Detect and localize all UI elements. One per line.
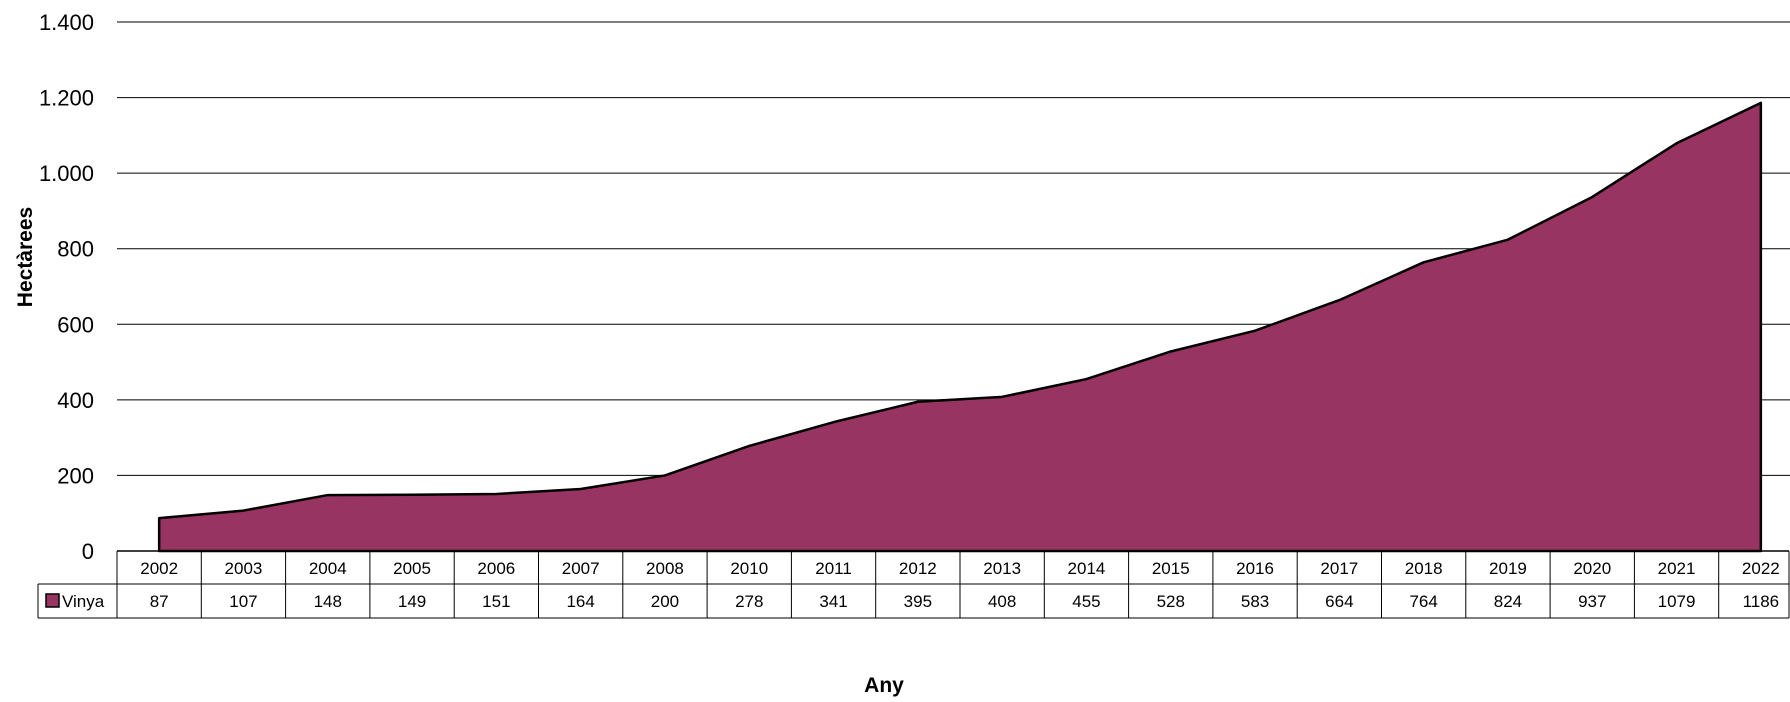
y-tick-label: 0 xyxy=(82,539,94,564)
x-tick-label: 2005 xyxy=(393,559,431,578)
data-point xyxy=(580,488,582,490)
x-tick-label: 2004 xyxy=(309,559,347,578)
y-tick-label: 400 xyxy=(57,388,94,413)
x-tick-label: 2010 xyxy=(730,559,768,578)
x-tick-label: 2006 xyxy=(477,559,515,578)
x-tick-label: 2018 xyxy=(1405,559,1443,578)
y-axis-ticks: 0 200 400 600 800 1.000 1.200 1.400 xyxy=(39,10,94,564)
data-table: 2002 87 2003 107 2004 148 2005 149 2006 151 2007 16… xyxy=(37,550,1790,619)
data-label: 395 xyxy=(904,592,932,611)
data-label: 151 xyxy=(482,592,510,611)
x-tick-label: 2011 xyxy=(815,559,852,578)
x-tick-label: 2013 xyxy=(983,559,1021,578)
data-label: 107 xyxy=(229,592,257,611)
data-label: 764 xyxy=(1409,592,1437,611)
data-point xyxy=(1338,299,1340,301)
y-tick-label: 1.200 xyxy=(39,86,94,111)
area-series xyxy=(157,101,1763,553)
gridlines xyxy=(117,21,1790,476)
y-tick-label: 200 xyxy=(57,463,94,488)
legend-label: Vinya xyxy=(62,592,105,611)
data-label: 455 xyxy=(1072,592,1100,611)
y-tick-label: 800 xyxy=(57,237,94,262)
data-point xyxy=(664,474,666,476)
legend-swatch xyxy=(45,593,60,608)
x-tick-label: 2003 xyxy=(225,559,263,578)
x-tick-label: 2008 xyxy=(646,559,684,578)
data-label: 278 xyxy=(735,592,763,611)
data-label: 937 xyxy=(1578,592,1606,611)
x-tick-label: 2012 xyxy=(899,559,937,578)
data-point xyxy=(242,510,244,512)
data-point xyxy=(1676,142,1678,144)
x-tick-label: 2015 xyxy=(1152,559,1190,578)
x-tick-label: 2014 xyxy=(1068,559,1106,578)
data-point xyxy=(158,517,160,519)
data-point xyxy=(1591,196,1593,198)
data-label: 200 xyxy=(651,592,679,611)
y-tick-label: 1.000 xyxy=(39,161,94,186)
x-tick-label: 2021 xyxy=(1658,559,1696,578)
data-point xyxy=(1507,239,1509,241)
data-point xyxy=(833,421,835,423)
x-axis-title: Any xyxy=(864,674,904,697)
data-point xyxy=(1170,350,1172,352)
data-point xyxy=(1001,396,1003,398)
data-point xyxy=(411,494,413,496)
data-point xyxy=(1760,102,1762,104)
x-tick-label: 2007 xyxy=(562,559,600,578)
data-label: 583 xyxy=(1241,592,1269,611)
data-point xyxy=(495,493,497,495)
y-tick-label: 600 xyxy=(57,312,94,337)
data-label: 341 xyxy=(819,592,847,611)
data-point xyxy=(748,445,750,447)
x-tick-label: 2022 xyxy=(1742,559,1780,578)
x-tick-label: 2002 xyxy=(140,559,178,578)
x-tick-label: 2017 xyxy=(1320,559,1358,578)
data-point xyxy=(1254,330,1256,332)
data-label: 148 xyxy=(314,592,342,611)
data-point xyxy=(1423,261,1425,263)
data-label: 1079 xyxy=(1658,592,1696,611)
data-label: 149 xyxy=(398,592,426,611)
data-label: 87 xyxy=(150,592,169,611)
data-point xyxy=(327,494,329,496)
y-axis-title: Hectàrees xyxy=(14,207,37,307)
y-tick-label: 1.400 xyxy=(39,10,94,35)
data-label: 664 xyxy=(1325,592,1353,611)
area-fill xyxy=(157,101,1763,553)
data-point xyxy=(917,401,919,403)
data-label: 1186 xyxy=(1743,592,1780,611)
data-label: 528 xyxy=(1157,592,1185,611)
data-label: 164 xyxy=(566,592,594,611)
data-label: 408 xyxy=(988,592,1016,611)
x-tick-label: 2016 xyxy=(1236,559,1274,578)
x-tick-label: 2020 xyxy=(1573,559,1611,578)
data-point xyxy=(1085,378,1087,380)
x-tick-label: 2019 xyxy=(1489,559,1527,578)
data-label: 824 xyxy=(1494,592,1522,611)
